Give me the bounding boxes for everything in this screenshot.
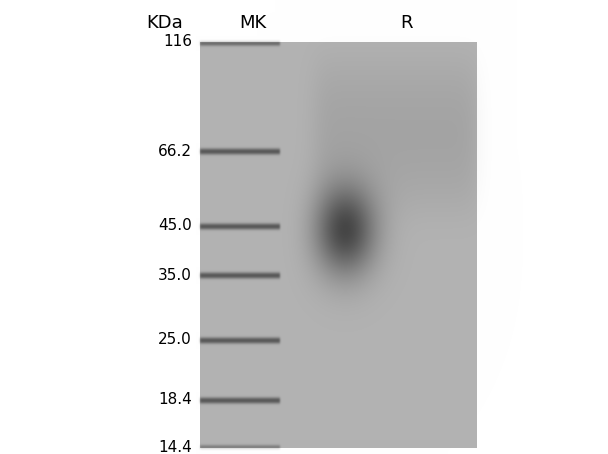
Text: 25.0: 25.0 <box>158 332 192 347</box>
Text: 18.4: 18.4 <box>158 393 192 408</box>
Text: 116: 116 <box>163 35 192 49</box>
Text: 66.2: 66.2 <box>158 143 192 158</box>
Text: R: R <box>399 14 412 32</box>
Text: 45.0: 45.0 <box>158 218 192 233</box>
Text: MK: MK <box>239 14 266 32</box>
Text: 35.0: 35.0 <box>158 267 192 282</box>
Text: 14.4: 14.4 <box>158 440 192 454</box>
Text: KDa: KDa <box>147 14 184 32</box>
